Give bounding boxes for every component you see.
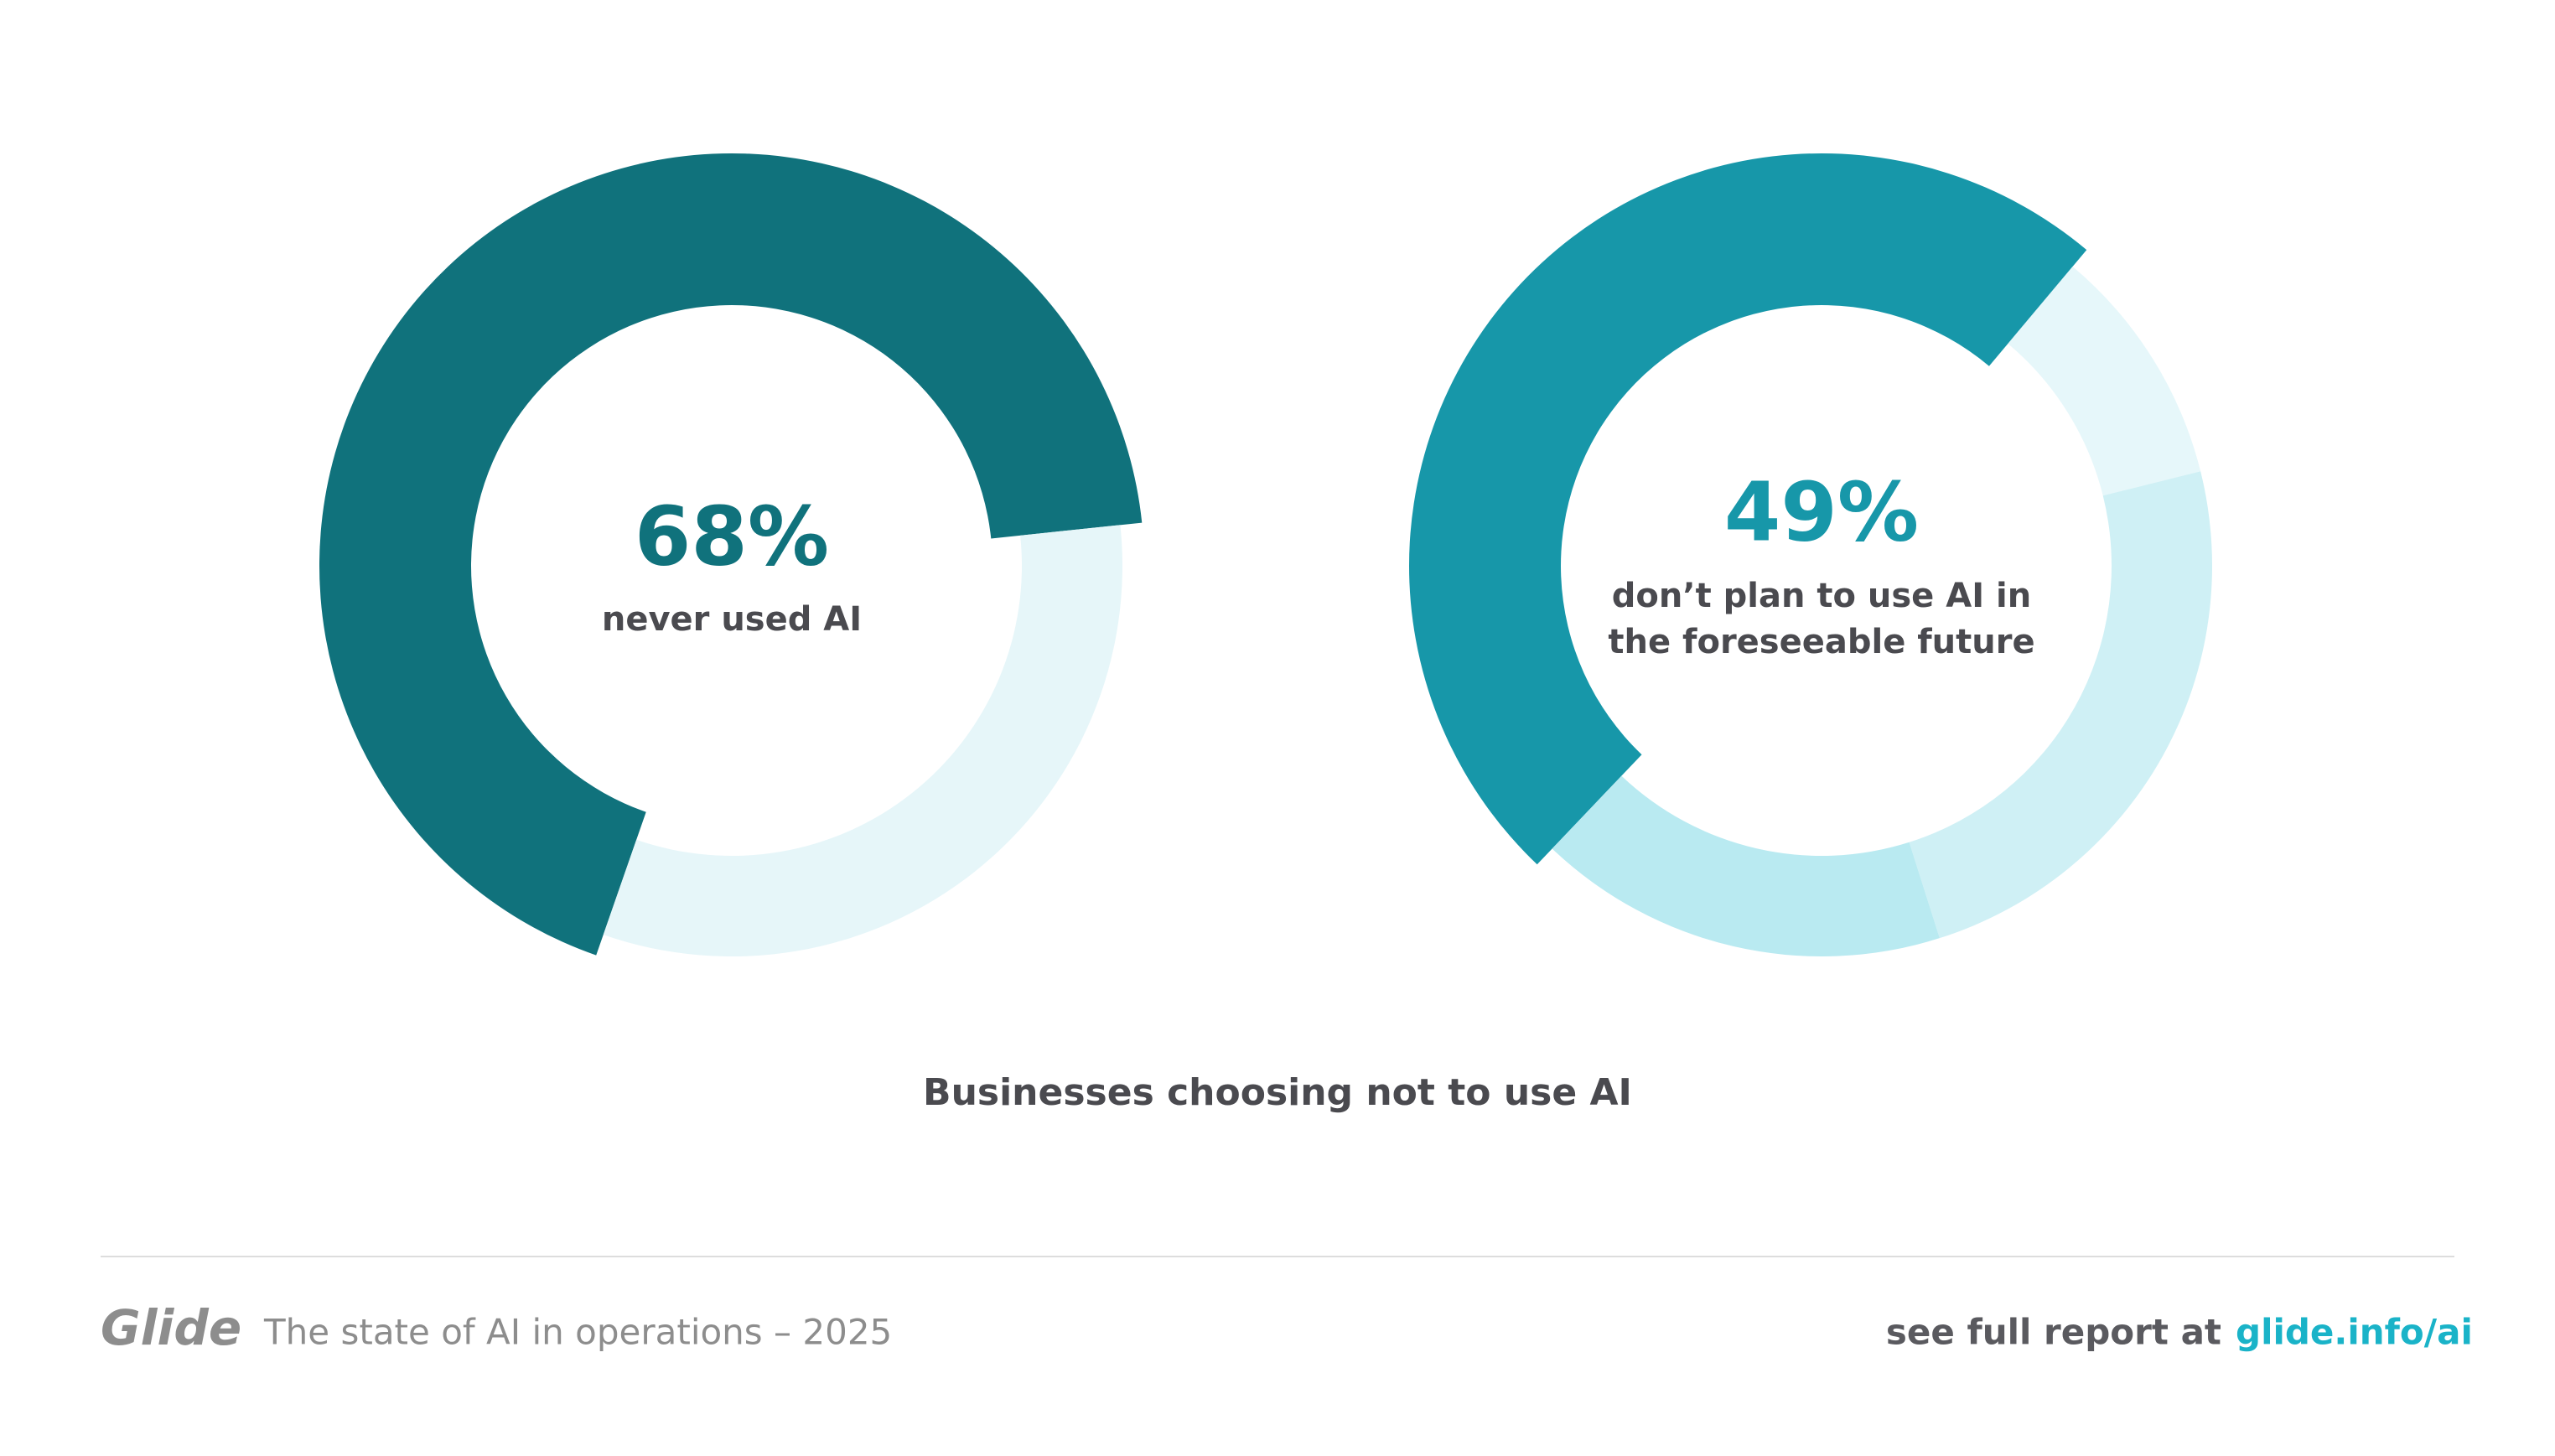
caption: the foreseeable future bbox=[1608, 623, 2034, 661]
footer-link[interactable]: glide.info/ai bbox=[2236, 1312, 2473, 1353]
caption: never used AI bbox=[602, 600, 862, 639]
footer-subtitle: The state of AI in operations – 2025 bbox=[263, 1312, 892, 1353]
donut-segment bbox=[1409, 153, 2087, 865]
footer-cta: see full report at bbox=[1886, 1312, 2221, 1353]
value-label: 49% bbox=[1724, 464, 1919, 559]
brand: Glide bbox=[101, 1299, 241, 1356]
donut-segment bbox=[603, 525, 1122, 956]
donut-segment bbox=[319, 153, 1143, 956]
value-label: 68% bbox=[635, 489, 829, 583]
donut-segment bbox=[2008, 267, 2201, 496]
donut-segment bbox=[1552, 775, 1940, 956]
chart-title: Businesses choosing not to use AI bbox=[923, 1071, 1632, 1114]
donut-segment bbox=[1909, 471, 2212, 939]
caption: don’t plan to use AI in bbox=[1612, 577, 2031, 615]
